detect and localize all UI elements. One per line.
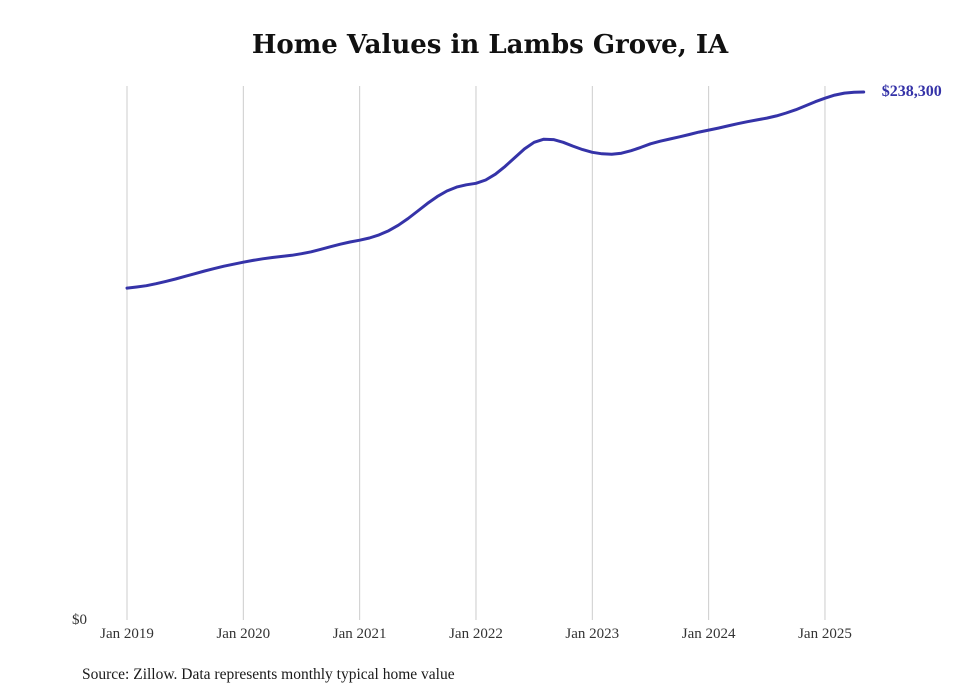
- x-tick-jan-2024: Jan 2024: [681, 626, 736, 642]
- x-tick-jan-2020: Jan 2020: [216, 626, 271, 642]
- x-tick-jan-2025: Jan 2025: [798, 626, 852, 642]
- chart-title: Home Values in Lambs Grove, IA: [251, 30, 729, 60]
- latest-value-label: $238,300: [881, 83, 942, 100]
- x-tick-jan-2019: Jan 2019: [100, 626, 154, 642]
- source-note: Source: Zillow. Data represents monthly …: [82, 666, 455, 683]
- y-axis-zero-label: $0: [72, 612, 87, 628]
- x-tick-jan-2022: Jan 2022: [449, 626, 503, 642]
- x-tick-jan-2023: Jan 2023: [565, 626, 620, 642]
- x-tick-jan-2021: Jan 2021: [332, 626, 387, 642]
- home-value-series-line: [125, 90, 866, 290]
